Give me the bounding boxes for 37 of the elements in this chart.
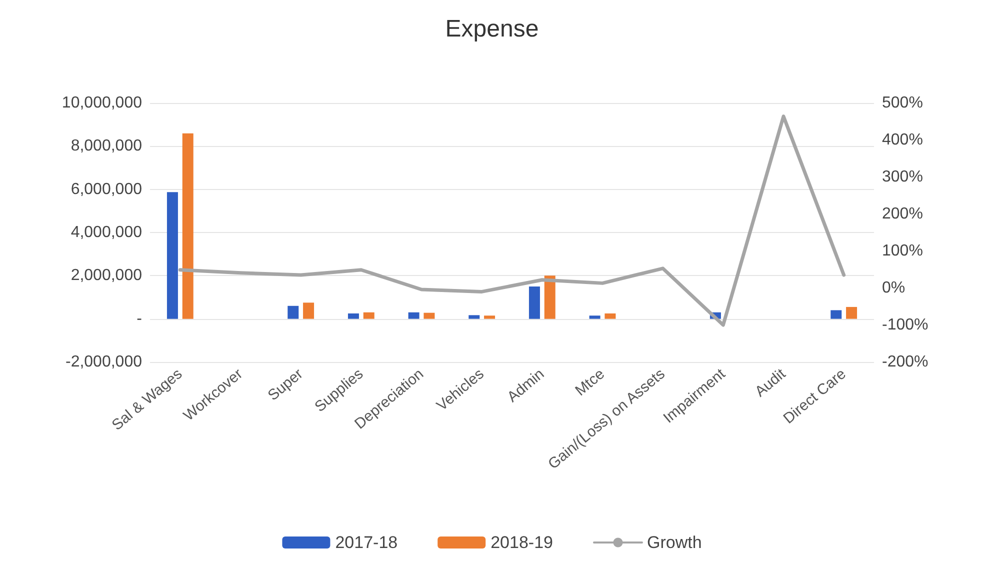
y2-tick-label: 500% <box>882 94 923 112</box>
bar <box>424 312 435 319</box>
y2-tick-label: 0% <box>882 280 906 296</box>
bar <box>288 306 299 319</box>
x-tick-label: Mtce <box>572 365 608 400</box>
y-tick-label: - <box>136 310 142 328</box>
y2-tick-label: -200% <box>882 354 928 370</box>
bar <box>408 312 420 319</box>
bar <box>830 310 842 319</box>
y2-tick-label: -100% <box>882 316 928 334</box>
bar <box>303 302 314 319</box>
bar <box>484 316 496 319</box>
chart-title: Expense <box>445 16 539 42</box>
y-tick-label: -2,000,000 <box>65 354 142 370</box>
y-tick-label: 8,000,000 <box>70 138 142 155</box>
bar <box>604 313 616 319</box>
y-tick-label: 2,000,000 <box>70 267 142 284</box>
y2-tick-label: 200% <box>882 206 923 222</box>
bar <box>348 313 359 319</box>
legend-label: 2017-18 <box>335 533 398 552</box>
y-tick-label: 4,000,000 <box>70 224 142 241</box>
y-tick-label: 10,000,000 <box>62 94 142 112</box>
y2-tick-label: 400% <box>882 132 923 148</box>
bar <box>182 133 194 319</box>
legend-label: 2018-19 <box>490 533 553 552</box>
y2-tick-label: 100% <box>882 242 923 260</box>
bar <box>363 312 374 319</box>
bar <box>468 315 480 319</box>
bar <box>846 306 858 319</box>
legend-label: Growth <box>646 533 702 552</box>
bar <box>589 316 600 319</box>
bar <box>528 286 540 319</box>
y-tick-label: 6,000,000 <box>70 180 142 198</box>
line-series <box>178 114 846 327</box>
y2-tick-label: 300% <box>882 168 923 186</box>
bar <box>166 192 178 319</box>
bar <box>544 276 556 319</box>
